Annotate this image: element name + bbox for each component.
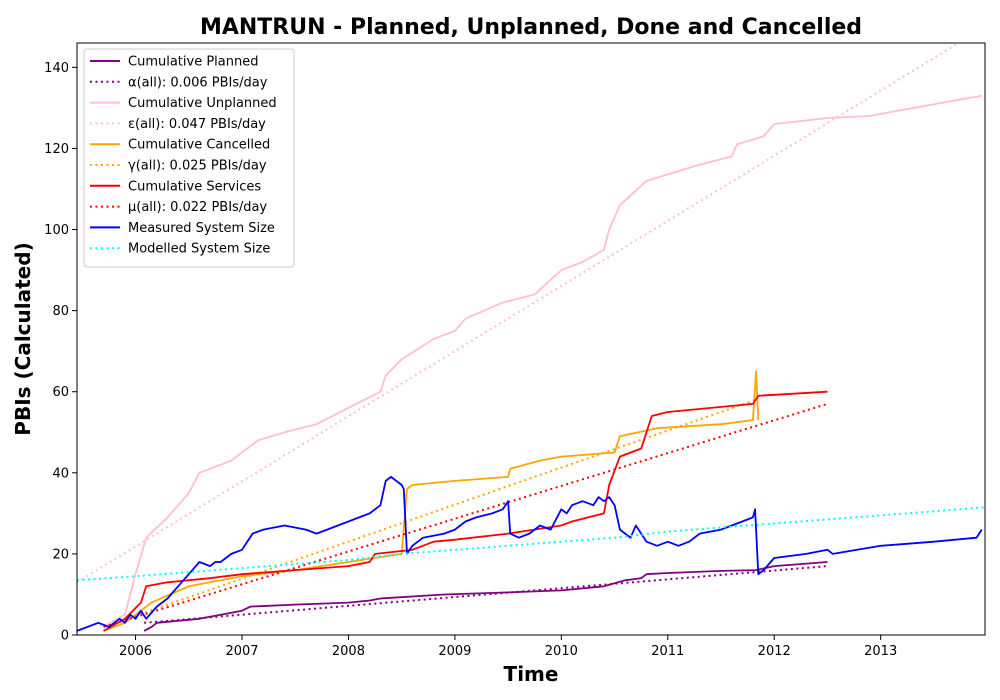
series-line-5-cumulative-cancelled [103, 370, 760, 632]
legend-box [83, 48, 295, 268]
x-tick-label: 2009 [438, 644, 471, 659]
legend-label: ε(all): 0.047 PBIs/day [128, 117, 266, 132]
x-tick-label: 2011 [651, 644, 684, 659]
x-tick-label: 2010 [545, 644, 578, 659]
legend: Cumulative Planned α(all): 0.006 PBIs/day… [83, 48, 295, 268]
plot-frame [76, 42, 986, 636]
y-tick-label: 80 [52, 304, 69, 319]
y-tick-label: 120 [44, 142, 69, 157]
legend-label: Modelled System Size [128, 242, 270, 257]
y-tick-label: 0 [61, 629, 69, 644]
x-tick-label: 2007 [225, 644, 258, 659]
y-tick-label: 40 [52, 466, 69, 481]
legend-label: Measured System Size [128, 221, 275, 236]
y-tick-label: 100 [44, 223, 69, 238]
x-axis-label: Time [504, 662, 559, 686]
legend-label: μ(all): 0.022 PBIs/day [128, 200, 267, 215]
legend-label: Cumulative Unplanned [128, 96, 277, 111]
legend-label: γ(all): 0.025 PBIs/day [128, 159, 267, 174]
series-line-7-cumulative-services [103, 390, 828, 632]
y-tick-label: 140 [44, 61, 69, 76]
legend-label: Cumulative Planned [128, 55, 258, 70]
series-line-4-all-0-047-pbis-day [77, 43, 961, 584]
y-axis-label: PBIs (Calculated) [11, 242, 35, 435]
series-line-2-all-0-006-pbis-day [144, 565, 828, 624]
legend-label: Cumulative Services [128, 179, 261, 194]
x-axis: 2006 2007 2008 2009 2010 2011 2012 2013 [119, 635, 897, 659]
series-line-9-measured-system-size [77, 475, 983, 632]
y-tick-label: 60 [52, 385, 69, 400]
chart-title: MANTRUN - Planned, Unplanned, Done and C… [200, 15, 862, 40]
y-axis: 0 20 40 60 80 100 120 140 [44, 61, 77, 644]
y-tick-label: 20 [52, 547, 69, 562]
series-line-1-cumulative-planned [143, 561, 828, 632]
plot-lines [77, 43, 985, 632]
legend-label: Cumulative Cancelled [128, 138, 270, 153]
x-tick-label: 2012 [758, 644, 791, 659]
series-line-3-cumulative-unplanned [103, 94, 982, 628]
legend-label: α(all): 0.006 PBIs/day [128, 75, 268, 90]
x-tick-label: 2008 [332, 644, 365, 659]
x-tick-label: 2013 [864, 644, 897, 659]
x-tick-label: 2006 [119, 644, 152, 659]
